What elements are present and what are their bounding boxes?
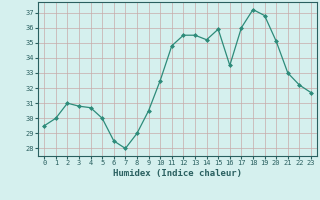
X-axis label: Humidex (Indice chaleur): Humidex (Indice chaleur) bbox=[113, 169, 242, 178]
